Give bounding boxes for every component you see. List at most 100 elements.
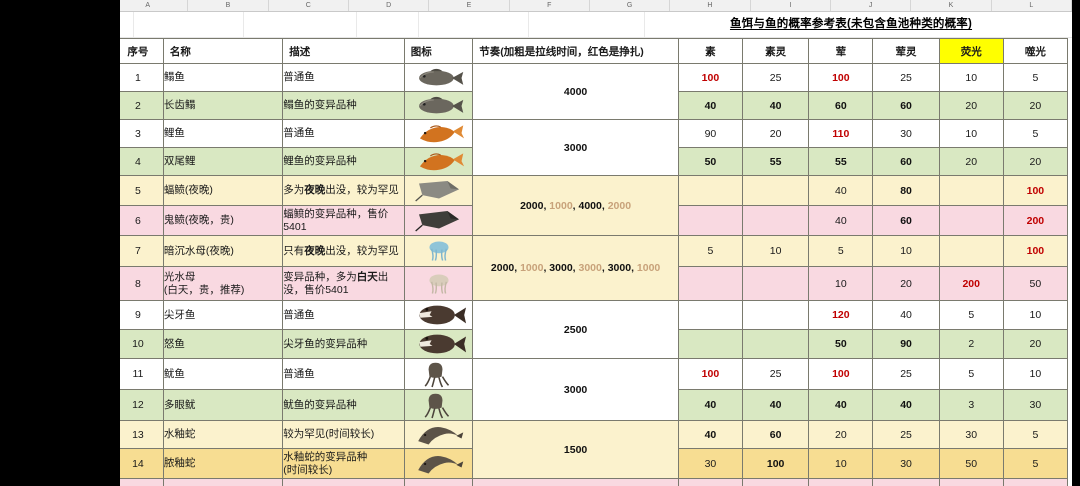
rhythm-cell: 4000 <box>472 63 679 120</box>
table-row[interactable]: 2 长齿鳎 鳎鱼的变异品种 40 40 60 60 20 20 <box>112 91 1069 120</box>
bait-prob-素: 30 <box>677 448 743 479</box>
fish-description: 普通鱼 <box>282 358 405 390</box>
table-row[interactable]: 1 鳎鱼 普通鱼 4000 100 25 100 25 10 5 <box>112 63 1069 120</box>
header-icon: 图标 <box>403 38 474 64</box>
row-index: 4 <box>112 147 164 176</box>
bait-prob-噬光: 20 <box>1002 147 1069 176</box>
bait-prob-噬光: 10 <box>1002 300 1069 330</box>
bait-prob-荤: 60 <box>808 91 874 120</box>
bait-prob-荤灵: 10 <box>872 235 940 267</box>
bait-prob-噬光: 100 <box>1002 175 1069 206</box>
table-row[interactable]: 4 双尾鲤 鲤鱼的变异品种 50 55 55 60 20 20 <box>112 147 1069 176</box>
bait-prob-荤 <box>808 478 874 486</box>
table-body: 1 鳎鱼 普通鱼 4000 100 25 100 25 10 5 2 长齿鳎 鳎鱼的变异品种 40 40 60… <box>112 63 1069 486</box>
header-desc: 描述 <box>282 38 405 64</box>
bait-prob-噬光: 50 <box>1002 266 1069 301</box>
table-row[interactable]: 9 尖牙鱼 普通鱼 2500 120 40 5 10 <box>112 300 1069 359</box>
fish-description: 水釉蛇的变异品种 (时间较长) <box>282 448 405 479</box>
bait-prob-荤灵: 30 <box>872 448 940 479</box>
row-index: 3 <box>112 119 164 148</box>
bait-prob-素 <box>677 205 743 236</box>
bait-prob-噬光: 5 <box>1002 63 1069 92</box>
column-letter[interactable]: L <box>992 0 1072 11</box>
table-row[interactable]: 10 怒鱼 尖牙鱼的变异品种 50 90 2 20 <box>112 329 1069 359</box>
bait-prob-荤: 100 <box>808 358 874 390</box>
eel-icon <box>403 448 474 479</box>
table-row[interactable]: 3 鲤鱼 普通鱼 3000 90 20 110 30 10 5 <box>112 119 1069 176</box>
bait-prob-荧光: 20 <box>938 147 1004 176</box>
bait-prob-素 <box>677 175 743 206</box>
table-header-row: 序号 名称 描述 图标 节奏(加粗是拉线时间，红色是挣扎) 素 素灵 荤 荤灵 … <box>112 38 1069 64</box>
table-row[interactable]: 11 鱿鱼 普通鱼 3000 100 25 100 25 5 10 <box>112 358 1069 421</box>
row-index: 9 <box>112 300 164 330</box>
table-row[interactable]: 15王蹀蟹(白天，难，贵)只有白天才会活动，耐久高，需要高级鱼竿，售价9777 9… <box>112 478 1069 486</box>
header-bait-su: 素 <box>677 38 743 64</box>
rhythm-cell: 2500 <box>472 300 679 359</box>
bait-prob-素: 5 <box>677 235 743 267</box>
bait-prob-素灵: 40 <box>741 91 810 120</box>
bait-prob-噬光: 20 <box>1002 329 1069 359</box>
bait-prob-噬光: 30 <box>1002 389 1069 421</box>
table-row[interactable]: 13 水釉蛇 较为罕见(时间较长) 1500 40 60 20 25 30 5 <box>112 420 1069 479</box>
column-letter[interactable]: H <box>670 0 751 11</box>
fish-description: 只有白天才会活动，耐久高，需要高级鱼竿，售价9777 <box>282 478 405 486</box>
row-index: 2 <box>112 91 164 120</box>
rhythm-cell: 3000 <box>472 119 679 176</box>
bait-prob-荧光: 2 <box>938 329 1004 359</box>
bait-prob-素灵 <box>741 478 810 486</box>
bait-prob-荧光: 20 <box>938 91 1004 120</box>
bait-prob-荤: 10 <box>808 266 874 301</box>
column-letter[interactable]: C <box>269 0 349 11</box>
fish-description: 较为罕见(时间较长) <box>282 420 405 449</box>
fish-description: 多为夜晚出没，较为罕见 <box>282 175 405 206</box>
header-bait-hun: 荤 <box>808 38 874 64</box>
column-letter[interactable]: I <box>751 0 831 11</box>
bait-prob-素: 100 <box>677 358 743 390</box>
fish-description: 普通鱼 <box>282 63 405 92</box>
column-letter[interactable]: E <box>429 0 510 11</box>
table-row[interactable]: 8 光水母 (白天，贵，推荐) 变异品种，多为白天出没，售价5401 10 20 200 50 <box>112 266 1069 301</box>
column-letter[interactable]: J <box>831 0 912 11</box>
fish-description: 普通鱼 <box>282 300 405 330</box>
bait-prob-荤: 40 <box>808 389 874 421</box>
bait-prob-荤灵: 20 <box>872 266 940 301</box>
rhythm-cell: 9000 <box>472 478 679 486</box>
fish-name: 脓釉蛇 <box>162 448 284 479</box>
table-row[interactable]: 12 多眼鱿 鱿鱼的变异品种 40 40 40 40 3 30 <box>112 389 1069 421</box>
column-letter[interactable]: D <box>349 0 430 11</box>
table-row[interactable]: 7 暗沉水母(夜晚) 只有夜晚出没，较为罕见 2000, 1000, 3000, 30… <box>112 235 1069 301</box>
table-row[interactable]: 14 脓釉蛇 水釉蛇的变异品种 (时间较长) 30 100 10 30 50 5 <box>112 448 1069 479</box>
header-index: 序号 <box>112 38 164 64</box>
header-name: 名称 <box>162 38 284 64</box>
header-bait-hunling: 荤灵 <box>872 38 940 64</box>
fish-name: 怒鱼 <box>162 329 284 359</box>
bait-prob-素灵 <box>741 175 810 206</box>
fish-carp-gray-icon <box>403 63 474 92</box>
angler-dark-icon <box>403 329 474 359</box>
table-row[interactable]: 5 蝠鲼(夜晚) 多为夜晚出没，较为罕见 2000, 1000, 4000, 2000… <box>112 175 1069 236</box>
bait-prob-噬光: 200 <box>1002 205 1069 236</box>
fish-name: 长齿鳎 <box>162 91 284 120</box>
bait-prob-荧光: 5 <box>938 358 1004 390</box>
row-index: 14 <box>112 448 164 479</box>
fish-koi-orange-icon <box>403 119 474 148</box>
fish-carp-gray-icon <box>403 91 474 120</box>
column-letter[interactable]: A <box>108 0 189 11</box>
column-letter[interactable]: F <box>510 0 590 11</box>
bait-prob-素灵 <box>741 329 810 359</box>
column-letter[interactable]: G <box>590 0 671 11</box>
eel-icon <box>403 420 474 449</box>
bait-prob-荤: 50 <box>808 329 874 359</box>
crab-icon <box>403 478 474 486</box>
bait-prob-荧光: 3 <box>938 389 1004 421</box>
fish-name: 鳎鱼 <box>162 63 284 92</box>
column-letter[interactable]: K <box>911 0 992 11</box>
row-index: 11 <box>112 358 164 390</box>
column-letter[interactable]: B <box>188 0 269 11</box>
bait-prob-素灵 <box>741 205 810 236</box>
table-row[interactable]: 6 鬼鲼(夜晚，贵) 蝠鲼的变异品种，售价5401 40 60 200 <box>112 205 1069 236</box>
title-band-row: 鱼饵与鱼的概率参考表(未包含鱼池种类的概率) <box>108 12 1072 38</box>
row-index: 8 <box>112 266 164 301</box>
